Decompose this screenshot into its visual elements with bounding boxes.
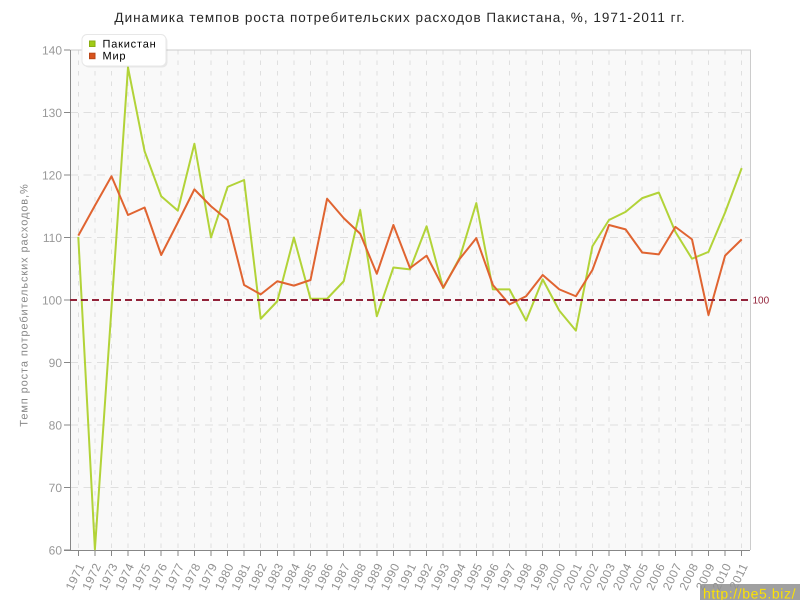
svg-text:90: 90 (49, 356, 63, 370)
svg-text:Темп роста потребительских рас: Темп роста потребительских расходов,% (19, 183, 31, 426)
svg-text:100: 100 (42, 293, 62, 307)
svg-text:120: 120 (42, 168, 62, 182)
svg-text:130: 130 (42, 106, 62, 120)
svg-text:140: 140 (42, 43, 62, 57)
svg-text:Динамика темпов роста потребит: Динамика темпов роста потребительских ра… (114, 10, 685, 25)
svg-text:80: 80 (49, 418, 63, 432)
svg-text:http://be5.biz/: http://be5.biz/ (703, 585, 796, 600)
svg-text:100: 100 (753, 296, 770, 307)
svg-text:70: 70 (49, 481, 63, 495)
svg-text:110: 110 (43, 231, 62, 245)
svg-text:Мир: Мир (103, 51, 127, 63)
svg-text:60: 60 (49, 543, 63, 557)
svg-text:Пакистан: Пакистан (103, 39, 157, 51)
